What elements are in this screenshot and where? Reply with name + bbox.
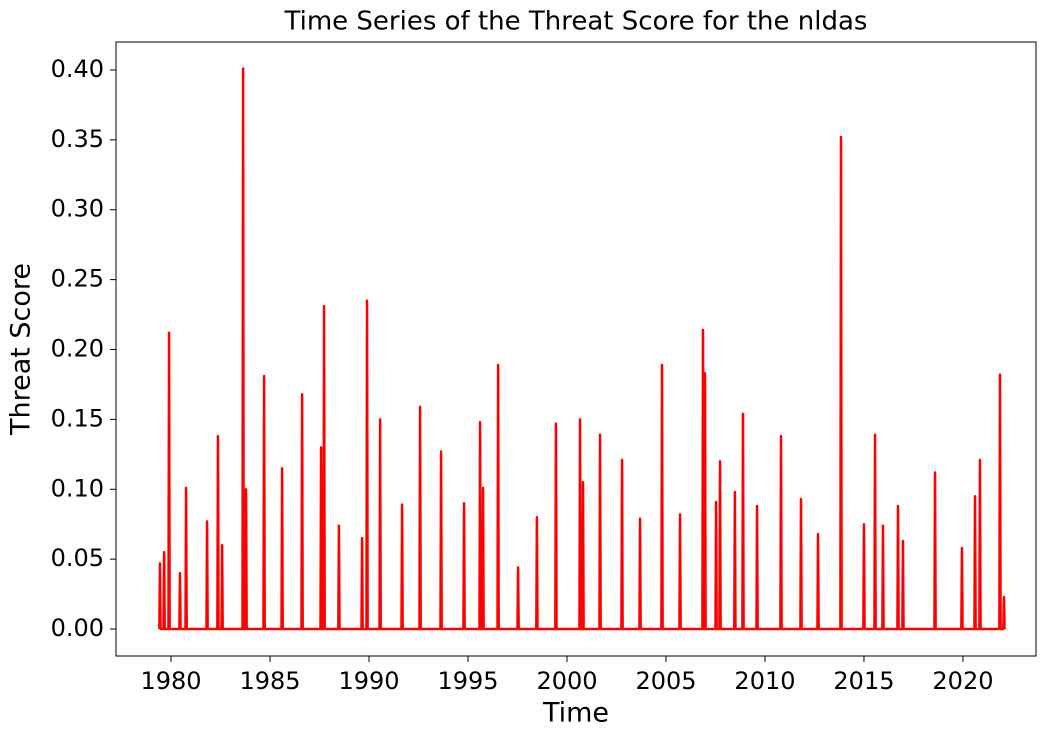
y-tick-label: 0.30	[51, 195, 104, 223]
x-tick-label: 2005	[635, 667, 696, 695]
y-tick-label: 0.05	[51, 544, 104, 572]
x-tick-label: 2000	[536, 667, 597, 695]
x-tick-label: 1980	[140, 667, 201, 695]
x-tick-label: 1985	[239, 667, 300, 695]
x-tick-label: 2010	[734, 667, 795, 695]
y-tick-label: 0.10	[51, 474, 104, 502]
data-line	[158, 67, 1006, 631]
chart-title: Time Series of the Threat Score for the …	[284, 7, 868, 37]
plot-frame	[115, 41, 1037, 657]
y-tick-label: 0.15	[51, 404, 104, 432]
x-tick-label: 2015	[833, 667, 894, 695]
x-tick-label: 1990	[338, 667, 399, 695]
x-tick-label: 1995	[437, 667, 498, 695]
y-tick-label: 0.20	[51, 334, 104, 362]
y-axis-label: Threat Score	[6, 263, 37, 436]
y-tick-label: 0.40	[51, 55, 104, 83]
x-tick-label: 2020	[932, 667, 993, 695]
y-tick-label: 0.00	[51, 614, 104, 642]
x-axis-label: Time	[542, 698, 609, 729]
y-tick-label: 0.25	[51, 265, 104, 293]
y-tick-label: 0.35	[51, 125, 104, 153]
